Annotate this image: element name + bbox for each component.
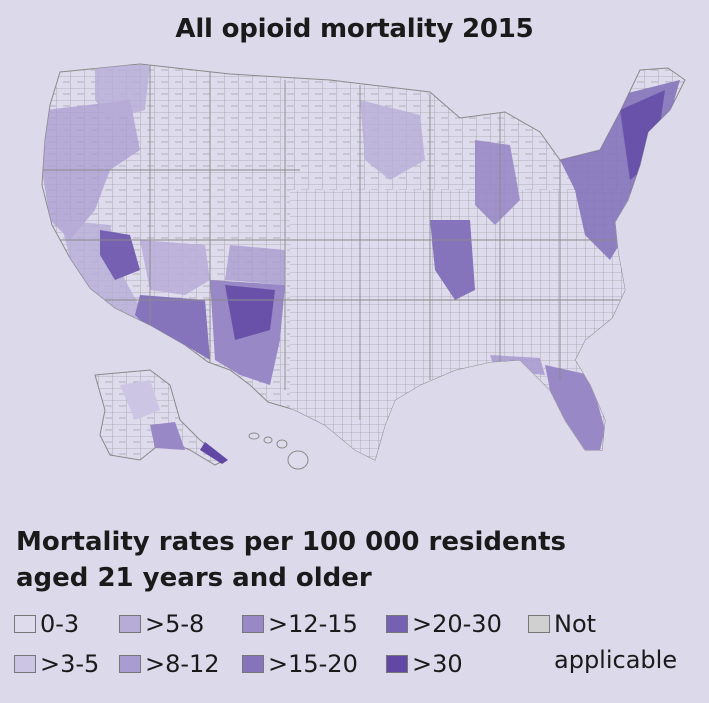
legend-swatch bbox=[14, 615, 36, 633]
legend-swatch bbox=[528, 615, 550, 633]
legend-item: 0-3 bbox=[14, 610, 79, 638]
legend-swatch bbox=[119, 655, 141, 673]
legend-label: 0-3 bbox=[40, 610, 80, 638]
map-title: All opioid mortality 2015 bbox=[175, 14, 534, 44]
legend-label: >5-8 bbox=[145, 610, 205, 638]
legend-item: >20-30 bbox=[386, 610, 502, 638]
legend-swatch bbox=[119, 615, 141, 633]
legend-title-line2: aged 21 years and older bbox=[16, 563, 372, 593]
legend-label: >30 bbox=[412, 650, 463, 678]
legend-swatch bbox=[242, 655, 264, 673]
legend-swatch bbox=[242, 615, 264, 633]
legend-item: >30 bbox=[386, 650, 463, 678]
legend-label: >3-5 bbox=[40, 650, 100, 678]
legend-title-line1: Mortality rates per 100 000 residents bbox=[16, 527, 567, 557]
legend-item: >12-15 bbox=[242, 610, 358, 638]
us-county-map bbox=[0, 40, 709, 520]
legend-swatch bbox=[386, 615, 408, 633]
legend-swatch bbox=[386, 655, 408, 673]
legend-label: >15-20 bbox=[268, 650, 358, 678]
legend-label: Not applicable bbox=[554, 610, 678, 674]
map-svg bbox=[41, 63, 686, 470]
legend-item: >5-8 bbox=[119, 610, 204, 638]
legend-item-not-applicable: Not applicable bbox=[528, 610, 704, 674]
legend-label: >20-30 bbox=[412, 610, 502, 638]
legend-item: >8-12 bbox=[119, 650, 220, 678]
legend-swatch bbox=[14, 655, 36, 673]
hawaii bbox=[248, 432, 309, 470]
legend-label: >8-12 bbox=[145, 650, 220, 678]
legend-title: Mortality rates per 100 000 residents ag… bbox=[16, 524, 696, 596]
legend-label: >12-15 bbox=[268, 610, 358, 638]
legend: 0-3 >3-5 >5-8 >8-12 >12-15 >15-20 >20-30… bbox=[14, 604, 704, 694]
legend-item: >3-5 bbox=[14, 650, 99, 678]
legend-item: >15-20 bbox=[242, 650, 358, 678]
state-borders bbox=[42, 64, 640, 420]
